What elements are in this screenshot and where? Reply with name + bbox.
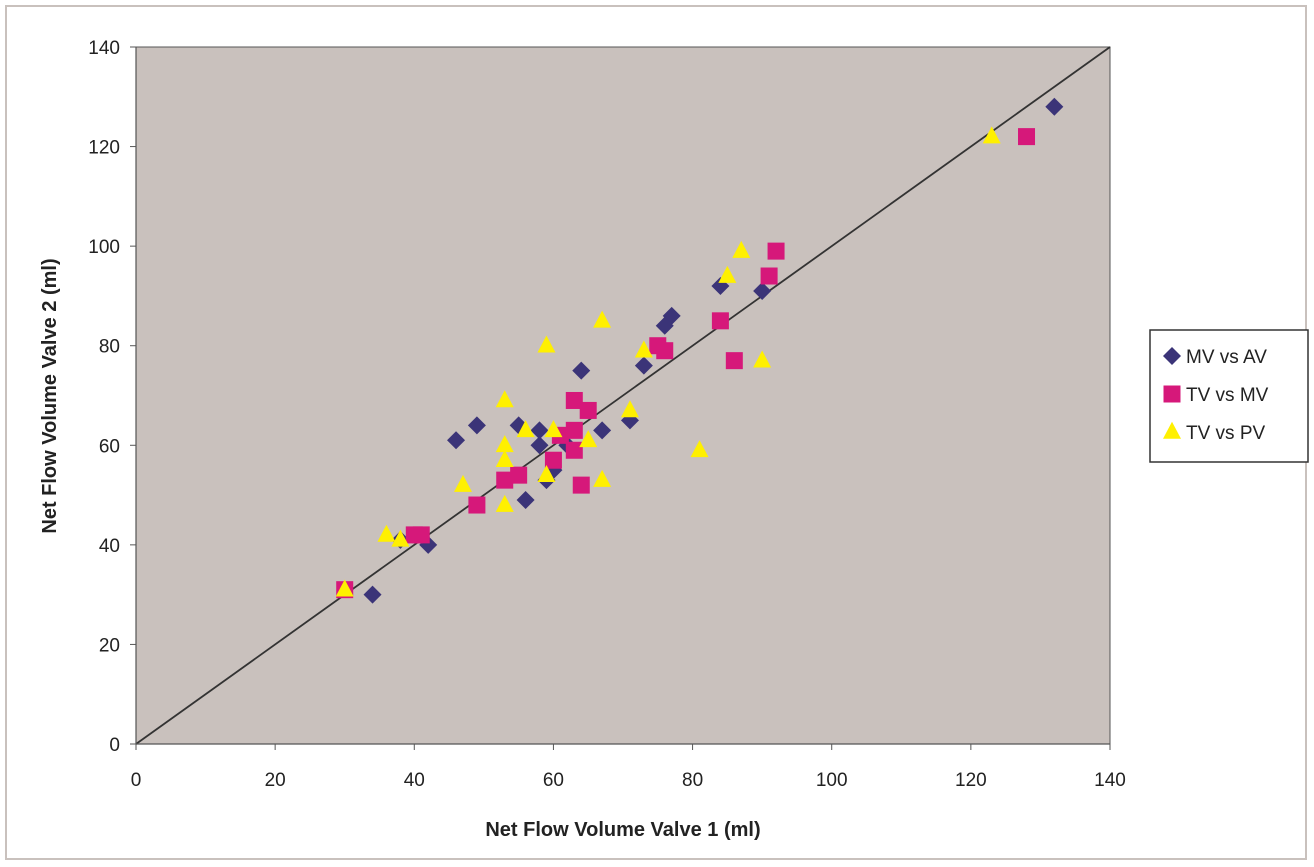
triangle-point <box>620 400 639 418</box>
diamond-point <box>447 431 466 450</box>
y-tick-label: 140 <box>88 38 120 59</box>
x-tick-label: 60 <box>543 770 564 791</box>
legend: MV vs AV TV vs MV TV vs PV <box>1149 329 1309 463</box>
triangle-point <box>495 450 514 468</box>
x-tick-label: 100 <box>816 770 848 791</box>
square-point <box>572 476 590 494</box>
diamond-point <box>753 281 772 300</box>
axes <box>130 46 1111 750</box>
tick-labels: 0 20 40 60 80 100 120 140 0 20 40 60 80 100 120 140 <box>88 38 1126 791</box>
identity-line-path <box>135 46 1111 745</box>
legend-triangle-swatch <box>1163 421 1181 439</box>
square-point <box>760 267 778 285</box>
diamond-point <box>593 421 612 440</box>
square-point <box>544 451 562 469</box>
diamond-point <box>530 421 549 440</box>
square-point <box>565 421 583 439</box>
diamond-point <box>363 585 382 604</box>
y-tick-label: 0 <box>109 735 120 756</box>
square-point <box>579 401 597 419</box>
series-triangle <box>335 126 1001 597</box>
x-tick-label: 0 <box>131 770 142 791</box>
square-point <box>510 466 528 484</box>
square-point <box>1018 128 1036 146</box>
diamond-point <box>655 316 674 335</box>
triangle-point <box>732 240 751 258</box>
square-point <box>656 342 674 360</box>
triangle-point <box>593 310 612 328</box>
x-tick-label: 120 <box>955 770 987 791</box>
y-tick-label: 40 <box>99 536 120 557</box>
triangle-point <box>593 469 612 487</box>
triangle-point <box>335 579 354 597</box>
triangle-point <box>537 464 556 482</box>
diamond-point <box>1045 97 1064 116</box>
x-tick-label: 40 <box>404 770 425 791</box>
triangle-point <box>453 474 472 492</box>
x-tick-label: 140 <box>1094 770 1126 791</box>
triangle-point <box>982 126 1001 144</box>
square-point <box>496 471 514 489</box>
legend-entry-label: TV vs MV <box>1186 385 1269 406</box>
square-point <box>565 391 583 409</box>
y-tick-label: 120 <box>88 138 120 159</box>
y-tick-label: 60 <box>99 436 120 457</box>
square-point <box>725 352 743 370</box>
diamond-point <box>530 436 549 455</box>
square-point <box>767 242 785 260</box>
triangle-point <box>377 524 396 542</box>
triangle-point <box>391 529 410 547</box>
x-tick-label: 80 <box>682 770 703 791</box>
diamond-point <box>572 361 591 380</box>
x-tick-label: 20 <box>265 770 286 791</box>
y-tick-label: 100 <box>88 237 120 258</box>
triangle-point <box>634 340 653 358</box>
y-tick-label: 80 <box>99 337 120 358</box>
triangle-point <box>718 265 737 283</box>
x-axis-title: Net Flow Volume Valve 1 (ml) <box>485 819 760 841</box>
triangle-point <box>495 390 514 408</box>
triangle-point <box>544 420 563 438</box>
y-axis-title: Net Flow Volume Valve 2 (ml) <box>39 258 61 533</box>
diamond-point <box>467 416 486 435</box>
triangle-point <box>537 335 556 353</box>
diamond-point <box>516 491 535 510</box>
diamond-point <box>634 356 653 375</box>
identity-line <box>135 46 1111 745</box>
square-point <box>405 526 423 544</box>
square-point <box>468 496 486 514</box>
square-point <box>565 441 583 459</box>
triangle-point <box>495 494 514 512</box>
square-point <box>711 312 729 330</box>
triangle-point <box>516 420 535 438</box>
triangle-point <box>579 430 598 448</box>
triangle-point <box>690 440 709 458</box>
legend-square-swatch <box>1163 385 1181 403</box>
legend-entry-label: MV vs AV <box>1186 347 1267 368</box>
data-points <box>335 97 1064 604</box>
triangle-point <box>495 435 514 453</box>
legend-entry-label: TV vs PV <box>1186 423 1266 444</box>
legend-diamond-swatch <box>1163 347 1181 365</box>
y-tick-label: 20 <box>99 635 120 656</box>
triangle-point <box>753 350 772 368</box>
